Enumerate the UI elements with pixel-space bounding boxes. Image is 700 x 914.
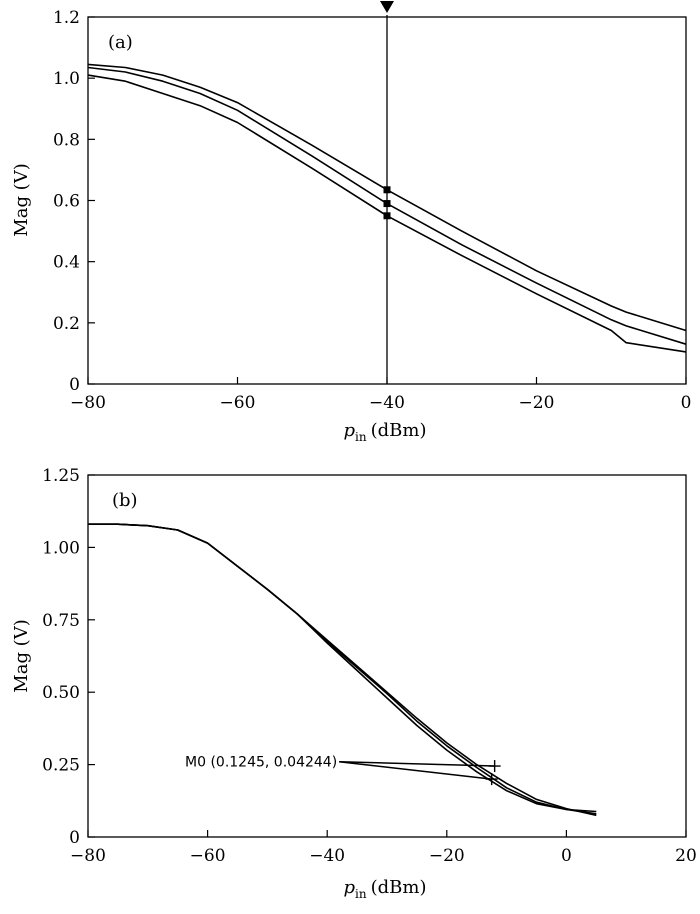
x-tick-label-b-0: −80	[70, 846, 106, 866]
tick-group-b: −80 −60 −40 −20 0 20 0 0.25 0.50 0.75 1.00 1.25	[42, 466, 697, 866]
series-line-b-2	[88, 523, 597, 817]
annotation-group-b: M0 (0.1245, 0.04244)	[185, 755, 501, 786]
x-tick-label-a-3: −20	[519, 393, 555, 413]
x-tick-label-b-4: 0	[561, 846, 572, 866]
y-tick-label-a-1: 0.2	[53, 314, 80, 334]
x-axis-label-b-unit: (dBm)	[371, 877, 427, 898]
x-axis-label-b: pin (dBm)	[344, 877, 427, 901]
y-tick-label-a-4: 0.8	[53, 130, 80, 150]
y-tick-label-b-0: 0	[69, 828, 80, 848]
x-tick-label-a-4: 0	[681, 393, 692, 413]
y-tick-label-b-3: 0.75	[42, 611, 80, 631]
x-tick-label-a-2: −40	[369, 393, 405, 413]
leader-line-b-0	[339, 760, 495, 767]
series-line-b-1	[88, 523, 597, 815]
x-tick-label-b-5: 20	[675, 846, 697, 866]
y-tick-label-a-3: 0.6	[53, 192, 80, 212]
series-group-b	[88, 523, 597, 817]
leader-line-b-1	[339, 760, 492, 780]
x-tick-label-b-2: −40	[309, 846, 345, 866]
y-tick-label-a-5: 1.0	[53, 69, 80, 89]
marker-a-1	[383, 200, 391, 208]
annotation-text-b: M0 (0.1245, 0.04244)	[185, 755, 337, 771]
y-tick-label-b-1: 0.25	[42, 756, 80, 776]
x-tick-label-b-3: −20	[429, 846, 465, 866]
x-tick-label-b-1: −60	[190, 846, 226, 866]
marker-a-2	[383, 212, 391, 220]
y-tick-label-a-0: 0	[69, 375, 80, 395]
panel-label-b: (b)	[112, 490, 138, 511]
series-line-b-0	[88, 523, 597, 813]
y-tick-label-b-2: 0.50	[42, 683, 80, 703]
series-line-a-0	[87, 63, 687, 332]
panel-b: −80 −60 −40 −20 0 20 0 0.25 0.50 0.75 1.00 1.25 M0 …	[11, 466, 697, 901]
x-tick-label-a-0: −80	[70, 393, 106, 413]
y-tick-label-a-2: 0.4	[53, 253, 80, 273]
marker-a-0	[383, 186, 391, 194]
y-axis-label-a: Mag (V)	[11, 163, 32, 236]
y-tick-label-b-5: 1.25	[42, 466, 80, 486]
y-tick-label-b-4: 1.00	[42, 538, 80, 558]
cursor-arrow-a	[380, 1, 394, 13]
y-axis-label-b: Mag (V)	[11, 619, 32, 692]
x-axis-label-a: pin (dBm)	[344, 420, 427, 444]
series-group-a	[87, 63, 687, 353]
panel-a: −80 −60 −40 −20 0 0 0.2 0.4 0.6 0.8 1.0 1.2 (a) Mag…	[11, 1, 691, 444]
y-tick-label-a-6: 1.2	[53, 8, 80, 28]
x-axis-label-b-sub: in	[355, 887, 367, 901]
x-axis-label-b-main: p	[344, 877, 356, 898]
cursor-group-a	[380, 1, 394, 384]
x-axis-label-a-main: p	[344, 420, 356, 441]
panel-label-a: (a)	[108, 32, 133, 53]
tick-group-a: −80 −60 −40 −20 0 0 0.2 0.4 0.6 0.8 1.0 1.2	[53, 8, 691, 413]
x-axis-label-a-sub: in	[355, 430, 367, 444]
x-tick-label-a-1: −60	[220, 393, 256, 413]
series-line-a-2	[87, 74, 687, 353]
plot-frame-b	[87, 474, 687, 838]
x-axis-label-a-unit: (dBm)	[371, 420, 427, 441]
series-line-a-1	[87, 66, 687, 345]
